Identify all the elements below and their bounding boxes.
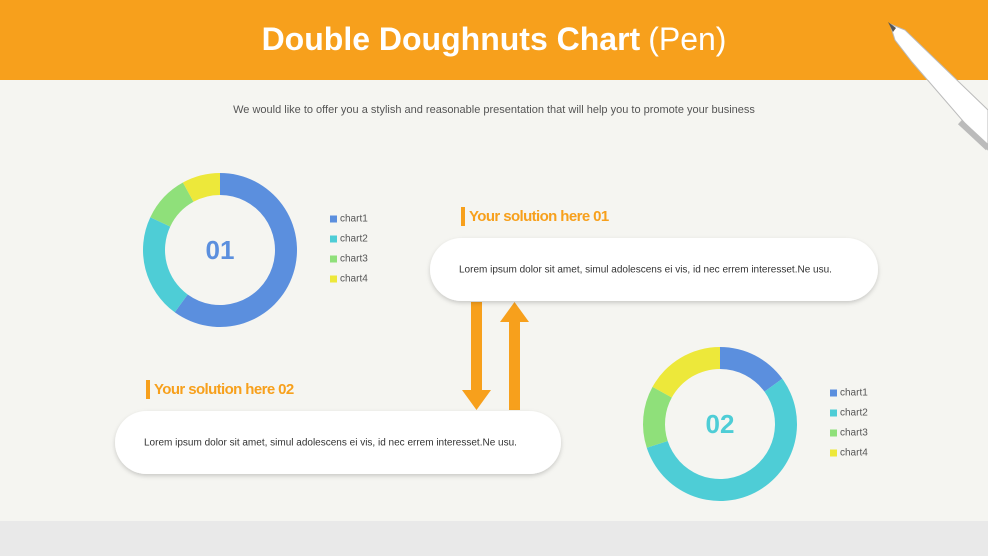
legend-label: chart1 xyxy=(340,214,368,225)
title: Double Doughnuts Chart (Pen) xyxy=(262,21,727,57)
legend-swatch xyxy=(330,275,337,283)
doughnut-slice xyxy=(143,217,188,313)
doughnut-slice xyxy=(150,182,194,227)
doughnut-slice xyxy=(643,386,672,448)
header-band xyxy=(0,0,988,80)
solution-heading: Your solution here 01 xyxy=(469,208,609,225)
heading-bar xyxy=(146,380,150,399)
doughnut-slice xyxy=(646,378,798,502)
legend-label: chart1 xyxy=(840,388,868,399)
legend-swatch xyxy=(830,449,837,457)
legend-label: chart4 xyxy=(340,274,368,285)
doughnut-slice xyxy=(720,347,783,392)
doughnut-slice xyxy=(174,173,297,327)
doughnut-slice xyxy=(652,347,720,398)
legend-swatch xyxy=(330,215,337,223)
center-label: 01 xyxy=(206,235,235,265)
solution-text: Lorem ipsum dolor sit amet, simul adoles… xyxy=(144,438,517,449)
legend-label: chart2 xyxy=(340,234,368,245)
pen xyxy=(888,22,988,151)
text-box xyxy=(430,238,878,301)
heading-bar xyxy=(461,207,465,226)
legend-swatch xyxy=(830,409,837,417)
legend-label: chart4 xyxy=(840,448,868,459)
legend-label: chart2 xyxy=(840,408,868,419)
title-main: Double Doughnuts Chart xyxy=(262,21,641,57)
legend-swatch xyxy=(830,429,837,437)
legend-swatch xyxy=(330,255,337,263)
solution-heading: Your solution here 02 xyxy=(154,381,294,398)
legend-label: chart3 xyxy=(840,428,868,439)
title-note: (Pen) xyxy=(648,21,726,57)
solution-text: Lorem ipsum dolor sit amet, simul adoles… xyxy=(459,265,832,276)
legend-swatch xyxy=(330,235,337,243)
legend-label: chart3 xyxy=(340,254,368,265)
footer-band xyxy=(0,521,988,556)
legend-swatch xyxy=(830,389,837,397)
subtitle: We would like to offer you a stylish and… xyxy=(233,104,755,116)
arrows xyxy=(462,302,529,410)
text-box xyxy=(115,411,561,474)
center-label: 02 xyxy=(706,409,735,439)
doughnut-slice xyxy=(182,173,220,202)
